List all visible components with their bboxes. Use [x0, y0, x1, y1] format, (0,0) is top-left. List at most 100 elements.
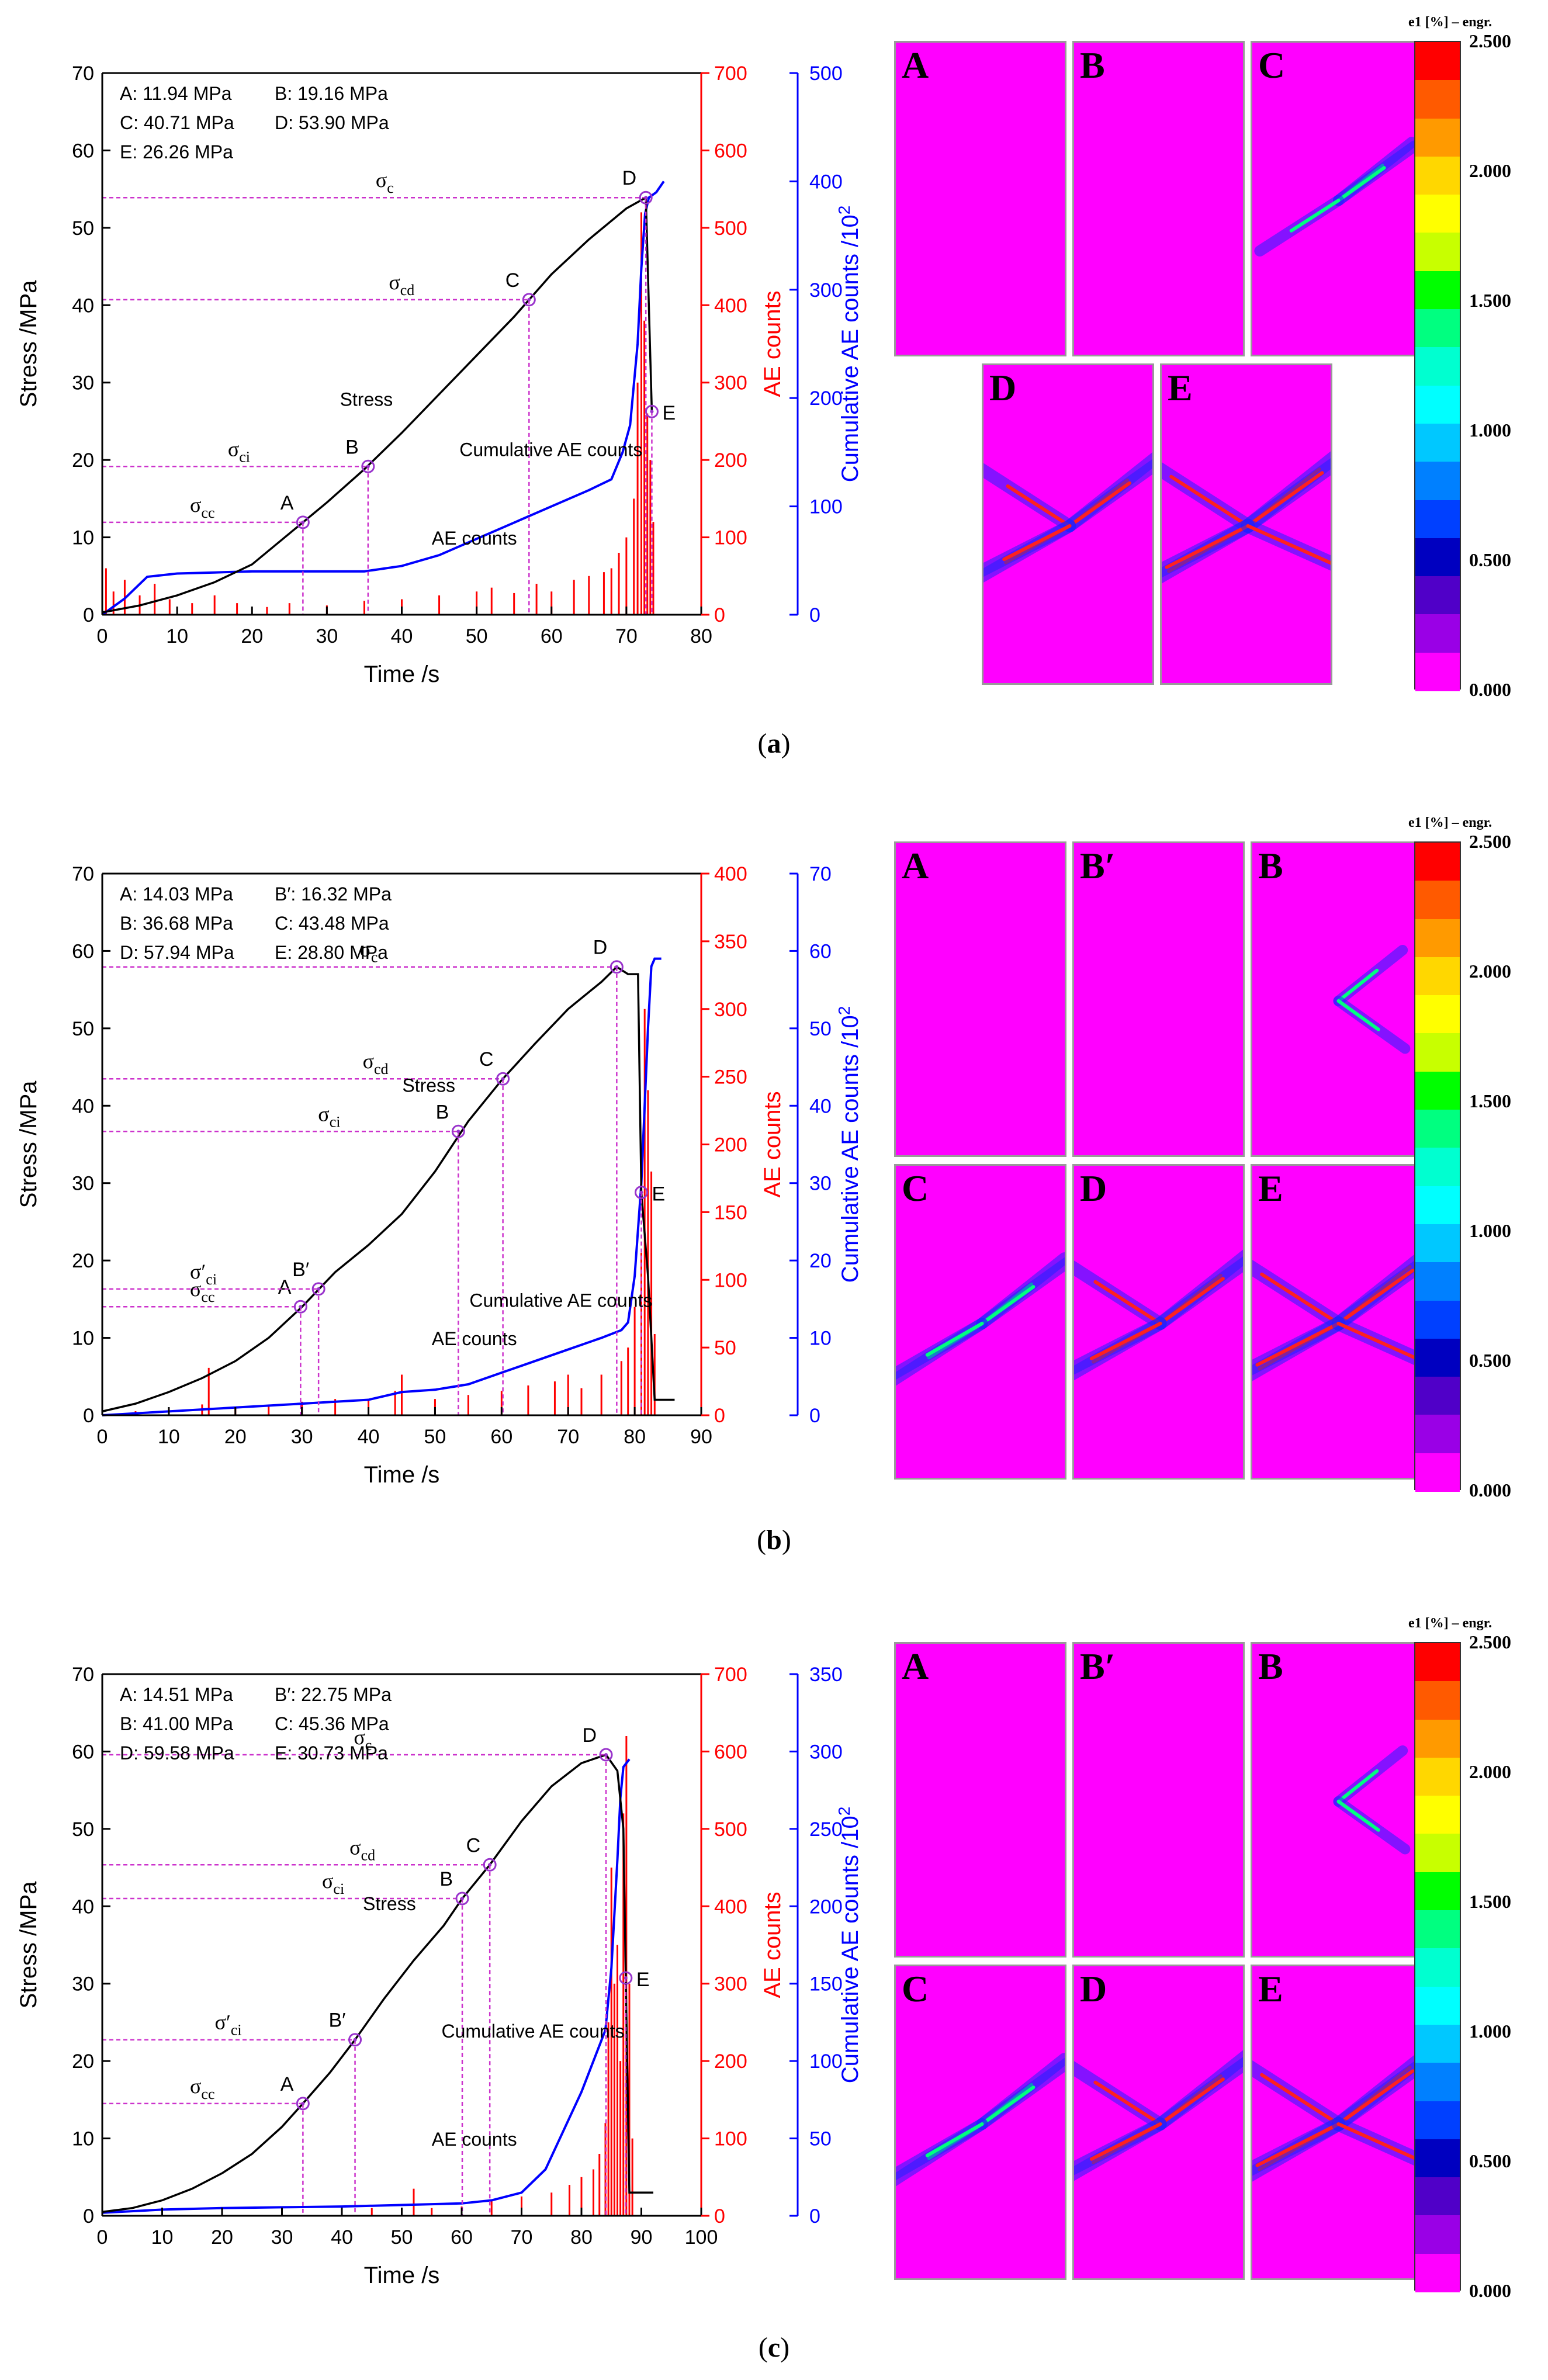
strain-core	[1158, 2077, 1225, 2126]
strain-pattern	[1254, 137, 1421, 257]
cum-axis-title: Cumulative AE counts /102	[835, 1006, 863, 1283]
colorbar-segment	[1415, 80, 1460, 119]
x-tick-label: 70	[615, 625, 638, 647]
stress-line	[102, 965, 675, 1413]
stress-tick-label: 60	[72, 1741, 94, 1763]
colorbar-segment	[1415, 2101, 1460, 2140]
dic-tile-label: C	[902, 1968, 929, 2010]
colorbar-segment	[1415, 1986, 1460, 2025]
cum-tick-label: 200	[809, 1896, 843, 1918]
ae-tick-label: 500	[714, 1818, 747, 1841]
dic-tile-label: E	[1258, 1168, 1283, 1209]
colorbar-segment	[1415, 271, 1460, 310]
strain-core	[1255, 2122, 1341, 2167]
strain-core	[1336, 999, 1380, 1031]
colorbar-segment	[1415, 118, 1460, 157]
colorbar-title: e1 [%] – engr.	[1408, 815, 1492, 830]
legend-entry: B: 36.68 MPa	[120, 913, 233, 934]
strain-band	[1331, 2056, 1421, 2131]
ae-tick-label: 400	[714, 863, 747, 885]
ae-annotation: AE counts	[432, 528, 517, 549]
strain-band	[1252, 2117, 1346, 2176]
cum-annotation: Cumulative AE counts	[459, 439, 642, 460]
dic-tile-4: D	[1072, 1965, 1245, 2280]
strain-pattern	[1333, 944, 1411, 1054]
dic-tile-label: D	[1080, 1968, 1107, 2010]
colorbar-segment	[1415, 233, 1460, 272]
cum-axis-title: Cumulative AE counts /102	[835, 1807, 863, 2084]
colorbar-segment	[1415, 309, 1460, 348]
cum-tick-label: 150	[809, 1973, 843, 1996]
stress-tick-label: 0	[83, 604, 94, 626]
point-marker-B′	[311, 1282, 325, 1296]
cum-annotation: Cumulative AE counts	[469, 1290, 652, 1311]
colorbar-segment	[1415, 652, 1460, 691]
strain-core	[1336, 2069, 1415, 2126]
colorbar-tick-label: 1.000	[1469, 420, 1511, 441]
point-marker-B	[451, 1124, 465, 1138]
dic-tile-5: E	[1251, 1965, 1423, 2280]
colorbar-segment	[1415, 1910, 1460, 1949]
strain-core	[1165, 524, 1250, 569]
x-tick-label: 50	[424, 1426, 446, 1448]
dic-tile-1: B′	[1072, 841, 1245, 1157]
dic-tile-0: A	[894, 1642, 1066, 1958]
cum-tick-label: 250	[809, 1818, 843, 1841]
stress-annotation: Stress	[340, 389, 393, 410]
cum-tick-label: 0	[809, 2205, 820, 2227]
dic-tile-4: E	[1160, 363, 1332, 685]
legend-entry: B: 19.16 MPa	[275, 83, 388, 104]
ae-tick-label: 100	[714, 2128, 747, 2150]
colorbar-segment	[1415, 1186, 1460, 1225]
strain-core	[1336, 2122, 1421, 2163]
colorbar-segment	[1415, 538, 1460, 577]
strain-pattern	[896, 2053, 1065, 2187]
x-tick-label: 40	[391, 625, 413, 647]
ae-tick-label: 100	[714, 527, 747, 549]
strain-pattern	[983, 452, 1152, 583]
stress-tick-label: 60	[72, 940, 94, 962]
ae-tick-label: 350	[714, 931, 747, 953]
dic-tile-5: E	[1251, 1164, 1423, 1480]
dic-tile-label: B	[1258, 845, 1283, 886]
dic-tile-2: C	[1251, 41, 1423, 356]
point-dot-D	[644, 196, 648, 200]
point-dot-D	[604, 1752, 608, 1757]
ae-tick-label: 0	[714, 2205, 725, 2227]
stress-annotation: Stress	[402, 1075, 455, 1096]
strain-core	[1246, 471, 1324, 528]
x-tick-label: 10	[166, 625, 188, 647]
stress-tick-label: 70	[72, 63, 94, 85]
strain-core	[1336, 1269, 1415, 1325]
strain-core	[1260, 1272, 1341, 1325]
legend-entry: A: 11.94 MPa	[120, 83, 232, 104]
strain-core	[1336, 1800, 1380, 1832]
colorbar-tick-label: 1.000	[1469, 2021, 1511, 2042]
dic-tile-2: B	[1251, 841, 1423, 1157]
colorbar-segment	[1415, 156, 1460, 196]
dic-tile-label: A	[902, 845, 929, 886]
point-dot-A	[301, 520, 305, 524]
point-marker-A	[296, 2097, 310, 2111]
dic-tile-label: A	[902, 44, 929, 86]
point-marker-B	[361, 459, 375, 473]
colorbar-tick-label: 1.500	[1469, 290, 1511, 311]
colorbar-tick-label: 0.000	[1469, 2280, 1511, 2301]
colorbar-tick-label: 0.000	[1469, 1480, 1511, 1501]
stress-axis-title: Stress /MPa	[16, 1881, 41, 2009]
ae-tick-label: 300	[714, 999, 747, 1021]
x-tick-label: 90	[690, 1426, 712, 1448]
dic-tile-label: C	[902, 1168, 929, 1209]
sigma-label-C: σcd	[389, 271, 414, 299]
dic-tile-1: B	[1072, 41, 1245, 356]
point-label-B: B	[436, 1101, 449, 1123]
legend-entry: A: 14.03 MPa	[120, 884, 233, 905]
dic-tile-3: C	[894, 1965, 1066, 2280]
colorbar-segment	[1415, 1300, 1460, 1339]
legend-entry: D: 53.90 MPa	[275, 112, 389, 133]
x-tick-label: 50	[466, 625, 488, 647]
cum-tick-label: 0	[809, 1405, 820, 1427]
dic-tile-label: B′	[1080, 1645, 1116, 1687]
